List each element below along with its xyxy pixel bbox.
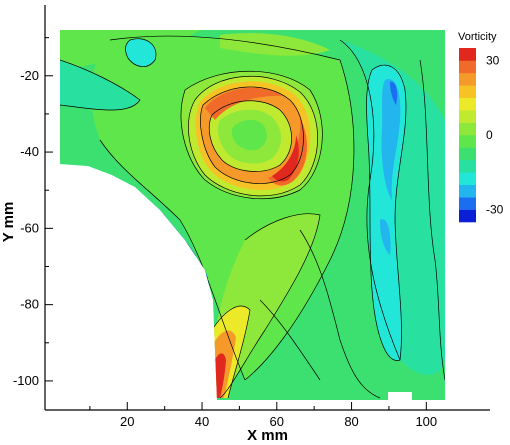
x-axis-title: X mm	[247, 427, 288, 444]
vortex-core-red-upper	[205, 87, 282, 120]
colorbar-swatch	[459, 72, 476, 86]
y-tick-label: -40	[20, 144, 39, 159]
axes: 20 40 60 80 100 -20 -40 -60 -80 -100 X mm Y mm	[0, 5, 490, 444]
upper-left-cyan-patch	[125, 38, 156, 67]
colorbar-swatch	[459, 48, 476, 61]
contour-line	[419, 59, 445, 381]
contour-line	[109, 35, 355, 381]
contour-line	[208, 100, 292, 172]
region-top-strip-yg	[220, 33, 330, 56]
contour-line	[60, 59, 141, 111]
region-left-cyan	[60, 60, 140, 110]
y-tick-label: -60	[20, 220, 39, 235]
colorbar-legend: Vorticity 30 0 -30	[458, 31, 504, 223]
x-tick-label: 100	[415, 414, 437, 429]
contour-line	[259, 299, 321, 381]
colorbar-tick-label: 30	[486, 53, 500, 67]
contour-lines	[60, 35, 445, 399]
contour-line	[299, 229, 381, 399]
colorbar-swatch	[459, 122, 476, 136]
vortex-core-max	[272, 135, 299, 182]
colorbar-swatch	[459, 135, 476, 148]
negative-strip-blue	[390, 81, 398, 105]
colorbar-swatch	[459, 197, 476, 210]
colorbar-title: Vorticity	[458, 31, 497, 43]
x-tick-label: 40	[195, 414, 209, 429]
colorbar-tick-label: 0	[486, 128, 493, 142]
contour-line	[125, 38, 157, 67]
colorbar-swatch	[459, 209, 476, 223]
y-tick-label: -20	[20, 68, 39, 83]
contour-line	[99, 139, 246, 381]
negative-strip-lower-cyan	[380, 219, 391, 255]
y-tick-label: -80	[20, 297, 39, 312]
colorbar-swatch	[459, 110, 476, 123]
colorbar-swatch	[459, 147, 476, 161]
negative-strip-core	[381, 79, 401, 200]
vortex-center-green	[231, 119, 267, 151]
x-tick-label: 80	[344, 414, 358, 429]
colorbar-swatch	[459, 85, 476, 99]
contour-line	[219, 213, 321, 399]
colorbar-swatch	[459, 159, 476, 173]
field-blobs	[60, 30, 445, 398]
contour-line	[200, 86, 304, 184]
colorbar-tick-label: -30	[486, 203, 504, 217]
y-tick-label: -100	[13, 373, 39, 388]
colorbar-swatch	[459, 172, 476, 186]
vorticity-field	[60, 30, 445, 400]
white-notch	[388, 392, 412, 400]
vortex-core-red-lower	[268, 118, 307, 186]
contour-line	[180, 70, 323, 200]
contour-line	[211, 305, 251, 399]
contour-line	[339, 39, 401, 361]
x-tick-label: 20	[120, 414, 134, 429]
y-axis-title: Y mm	[0, 202, 17, 243]
x-tick-label: 60	[270, 414, 284, 429]
contour-line	[188, 75, 318, 197]
colorbar-swatch	[459, 184, 476, 198]
colorbar-swatch	[459, 60, 476, 74]
colorbar-swatch	[459, 97, 476, 111]
